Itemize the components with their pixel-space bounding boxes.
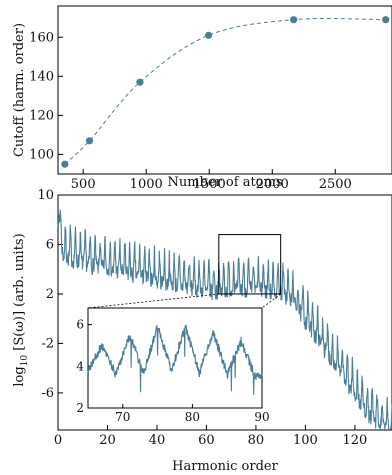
x-tick-label: 80 <box>248 433 265 448</box>
top-y-axis-label: Cutoff (harm. order) <box>12 23 27 157</box>
ylabel-pre: log <box>12 366 27 386</box>
top-y-ticks: 100 120 140 160 <box>29 30 63 162</box>
y-tick-label: 4 <box>76 359 84 373</box>
y-tick-label: 160 <box>29 30 54 45</box>
inset-chart: 70 80 90 2 4 6 <box>76 307 270 424</box>
bottom-x-axis-label: Harmonic order <box>172 459 278 474</box>
ylabel-post: [S(ω)] (arb. units) <box>12 233 27 355</box>
x-tick-label: 60 <box>198 433 215 448</box>
x-tick-label: 1500 <box>193 177 226 192</box>
y-tick-label: 10 <box>37 188 54 203</box>
data-point <box>382 16 390 24</box>
y-tick-label: 100 <box>29 147 54 162</box>
x-tick-label: 20 <box>99 433 116 448</box>
zoom-region-box <box>218 234 282 295</box>
x-tick-label: 1000 <box>130 177 163 192</box>
top-x-ticks: 500 1000 1500 2000 2500 <box>71 169 352 192</box>
x-tick-label: 120 <box>342 433 367 448</box>
y-tick-label: 6 <box>46 237 54 252</box>
x-tick-label: 0 <box>54 433 62 448</box>
x-tick-label: 100 <box>293 433 318 448</box>
bottom-plot-frame <box>57 194 392 431</box>
spectrum-series-line <box>57 209 392 430</box>
top-x-axis-label: Number of atoms <box>167 175 282 190</box>
inset-x-ticks: 70 80 90 <box>115 404 270 424</box>
y-tick-label: 2 <box>46 287 54 302</box>
data-point <box>136 78 144 86</box>
bottom-x-ticks: 0 20 40 60 80 100 120 <box>54 425 367 448</box>
x-tick-label: 80 <box>185 410 200 424</box>
y-tick-label: -6 <box>41 386 54 401</box>
data-point <box>205 31 213 39</box>
x-tick-label: 2500 <box>319 177 352 192</box>
bottom-y-axis-label: log10 [S(ω)] (arb. units) <box>12 233 30 386</box>
top-plot-frame <box>57 5 392 175</box>
y-tick-label: -2 <box>41 336 54 351</box>
data-point <box>85 137 94 145</box>
cutoff-vs-atoms-chart: 500 1000 1500 2000 2500 100 120 140 160 Number … <box>12 5 392 192</box>
y-tick-label: 140 <box>29 69 54 84</box>
x-tick-label: 2000 <box>256 177 289 192</box>
top-series-points <box>61 16 390 168</box>
y-tick-label: 2 <box>76 401 84 415</box>
bottom-y-ticks: 10 6 2 -2 -6 <box>37 188 63 401</box>
x-tick-label: 90 <box>254 410 269 424</box>
data-point <box>61 160 69 168</box>
x-tick-label: 70 <box>115 410 130 424</box>
top-series-line <box>64 18 386 165</box>
y-tick-label: 6 <box>76 318 84 332</box>
x-tick-label: 40 <box>149 433 166 448</box>
zoom-connector-line <box>87 293 219 309</box>
inset-series-line <box>87 324 263 395</box>
y-tick-label: 120 <box>29 108 54 123</box>
ylabel-sub: 10 <box>20 355 30 367</box>
x-tick-label: 500 <box>71 177 96 192</box>
data-point <box>290 16 298 24</box>
